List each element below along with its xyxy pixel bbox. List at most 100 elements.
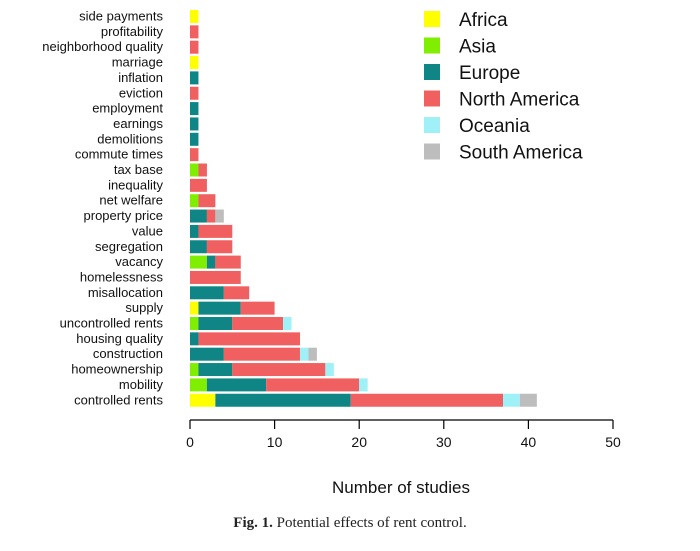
- category-label-marriage: marriage: [112, 55, 163, 70]
- category-label-commute-times: commute times: [75, 147, 164, 162]
- category-label-property-price: property price: [84, 208, 163, 223]
- bar-tax-base-north-america: [198, 163, 207, 177]
- legend-swatch-south-america: [424, 143, 440, 160]
- bar-mobility-asia: [190, 378, 207, 392]
- bar-homeownership-oceania: [325, 363, 334, 377]
- bar-property-price-south-america: [215, 209, 224, 223]
- x-tick-label-10: 10: [267, 434, 283, 450]
- bar-neighborhood-quality-north-america: [190, 40, 199, 54]
- bar-employment-europe: [190, 102, 199, 116]
- bar-uncontrolled-rents-oceania: [283, 317, 292, 330]
- category-label-demolitions: demolitions: [97, 131, 163, 146]
- bar-construction-oceania: [299, 347, 309, 361]
- bar-net-welfare-asia: [190, 194, 199, 208]
- figure-caption: Fig. 1. Potential effects of rent contro…: [0, 515, 700, 532]
- legend-label-oceania: Oceania: [459, 116, 530, 137]
- bar-inflation-europe: [190, 71, 199, 85]
- category-label-misallocation: misallocation: [88, 285, 163, 300]
- category-label-homelessness: homelessness: [80, 269, 164, 284]
- legend-label-north-america: North America: [459, 90, 580, 111]
- legend-swatch-africa: [424, 11, 440, 27]
- bar-vacancy-europe: [206, 255, 216, 269]
- bar-misallocation-europe: [190, 286, 224, 300]
- category-label-profitability: profitability: [101, 24, 164, 39]
- bar-commute-times-north-america: [190, 148, 199, 162]
- x-axis-label: Number of studies: [332, 478, 470, 497]
- bar-inequality-north-america: [190, 178, 207, 192]
- caption-text: Potential effects of rent control.: [276, 515, 467, 531]
- bar-supply-europe: [198, 301, 241, 315]
- bar-profitability-north-america: [190, 25, 199, 39]
- category-label-controlled-rents: controlled rents: [74, 392, 163, 407]
- legend-label-asia: Asia: [459, 37, 496, 58]
- category-label-eviction: eviction: [119, 85, 163, 100]
- x-tick-label-0: 0: [186, 434, 194, 450]
- bar-mobility-oceania: [359, 378, 368, 392]
- bar-marriage-africa: [190, 56, 199, 70]
- bar-tax-base-asia: [190, 163, 199, 177]
- category-label-mobility: mobility: [119, 377, 164, 392]
- bar-value-north-america: [198, 224, 233, 238]
- bar-demolitions-europe: [190, 132, 199, 146]
- bar-controlled-rents-oceania: [503, 393, 520, 407]
- category-label-construction: construction: [93, 346, 163, 361]
- category-label-vacancy: vacancy: [115, 254, 163, 269]
- bar-supply-north-america: [240, 301, 275, 315]
- bar-eviction-north-america: [190, 86, 199, 100]
- bar-segregation-europe: [190, 240, 207, 254]
- bar-construction-europe: [190, 347, 224, 361]
- bar-housing-quality-europe: [190, 332, 199, 346]
- bar-supply-africa: [190, 301, 199, 315]
- bar-controlled-rents-south-america: [519, 393, 537, 407]
- bar-segregation-north-america: [206, 240, 233, 254]
- x-tick-label-20: 20: [351, 434, 367, 450]
- legend-swatch-north-america: [424, 90, 440, 107]
- category-label-side-payments: side payments: [79, 9, 163, 24]
- category-label-employment: employment: [92, 101, 163, 116]
- category-label-tax-base: tax base: [114, 162, 163, 177]
- legend-label-south-america: South America: [459, 143, 583, 164]
- category-label-uncontrolled-rents: uncontrolled rents: [60, 316, 164, 331]
- bar-misallocation-north-america: [223, 286, 250, 300]
- bar-vacancy-asia: [190, 255, 207, 269]
- x-tick-label-30: 30: [436, 434, 452, 450]
- legend-swatch-oceania: [424, 117, 440, 133]
- bar-mobility-north-america: [266, 378, 360, 392]
- category-label-earnings: earnings: [113, 116, 163, 131]
- bar-side-payments-africa: [190, 10, 199, 23]
- bar-homeownership-europe: [198, 363, 233, 377]
- bar-uncontrolled-rents-north-america: [232, 317, 284, 330]
- legend-swatch-europe: [424, 64, 440, 80]
- caption-label: Fig. 1.: [233, 515, 273, 531]
- category-label-homeownership: homeownership: [71, 362, 163, 377]
- bar-mobility-europe: [206, 378, 267, 392]
- bars-layer: [190, 10, 537, 407]
- legend-label-africa: Africa: [459, 10, 508, 31]
- bar-homeownership-asia: [190, 363, 199, 377]
- bar-uncontrolled-rents-europe: [198, 317, 233, 330]
- bar-controlled-rents-europe: [215, 393, 351, 407]
- legend-label-europe: Europe: [459, 63, 520, 84]
- bar-vacancy-north-america: [215, 255, 241, 269]
- bar-controlled-rents-north-america: [350, 393, 504, 407]
- bar-property-price-north-america: [206, 209, 216, 223]
- category-label-inflation: inflation: [118, 70, 163, 85]
- legend-swatch-asia: [424, 37, 440, 54]
- category-label-segregation: segregation: [95, 239, 163, 254]
- category-label-housing-quality: housing quality: [76, 331, 163, 346]
- x-tick-label-50: 50: [605, 434, 621, 450]
- x-axis: 0 10 20 30 40 50: [186, 419, 621, 450]
- bar-construction-south-america: [308, 347, 317, 361]
- category-label-neighborhood-quality: neighborhood quality: [42, 39, 163, 54]
- category-label-inequality: inequality: [108, 177, 163, 192]
- x-tick-label-40: 40: [521, 434, 537, 450]
- category-label-value: value: [132, 223, 163, 238]
- bar-homelessness-north-america: [190, 270, 241, 284]
- legend: Africa Asia Europe North America Oceania Sout…: [424, 10, 583, 164]
- bar-earnings-europe: [190, 117, 199, 131]
- category-label-supply: supply: [125, 300, 163, 315]
- category-label-net-welfare: net welfare: [99, 193, 163, 208]
- bar-construction-north-america: [223, 347, 300, 361]
